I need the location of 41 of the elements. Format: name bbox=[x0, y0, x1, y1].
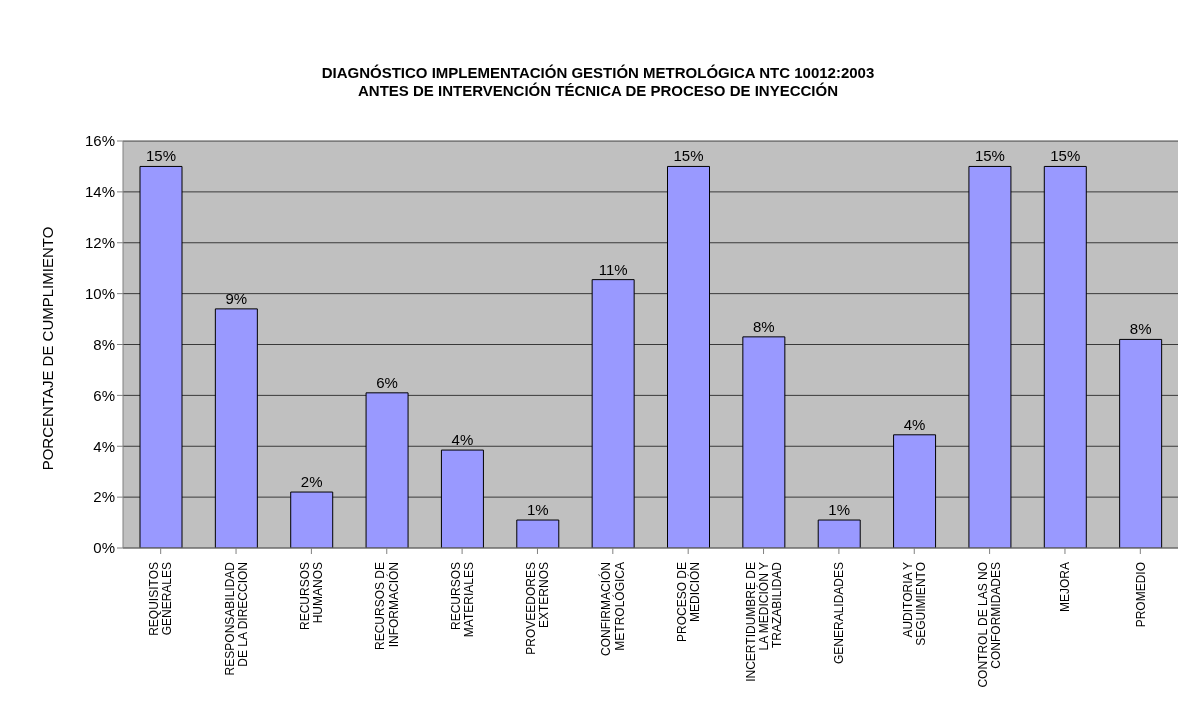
data-label: 6% bbox=[376, 373, 398, 391]
y-tick-label: 8% bbox=[93, 335, 115, 353]
data-label: 4% bbox=[451, 431, 474, 449]
x-tick-label: PROCESO DE MEDICIÓN bbox=[674, 562, 702, 643]
y-axis-title: PORCENTAJE DE CUMPLIMIENTO bbox=[39, 226, 57, 470]
x-tick-label: PROMEDIO bbox=[1133, 562, 1148, 628]
x-tick-label: AUDITORIA Y SEGUIMIENTO bbox=[900, 562, 929, 646]
x-tick-label: RECURSOS MATERIALES bbox=[448, 562, 476, 638]
data-label: 1% bbox=[828, 501, 851, 519]
chart-title: DIAGNÓSTICO IMPLEMENTACIÓN GESTIÓN METROLÓGICA NTC 10012:2003 ANTES DE INTERVENCIÓN TÉCNICA DE PROCESO DE INYECCIÓN bbox=[320, 64, 876, 100]
y-tick-label: 2% bbox=[93, 488, 115, 506]
data-label: 11% bbox=[598, 260, 628, 278]
y-tick-label: 0% bbox=[93, 539, 115, 557]
data-label: 15% bbox=[673, 147, 704, 165]
x-tick-label: CONTROL DE LAS NO CONFORMIDADES bbox=[976, 562, 1004, 688]
y-tick-label: 6% bbox=[93, 386, 115, 404]
data-label: 9% bbox=[225, 289, 248, 307]
data-label: 4% bbox=[903, 415, 926, 433]
x-tick-label: PROVEEDORES EXTERNOS bbox=[524, 562, 552, 655]
data-label: 15% bbox=[974, 147, 1005, 165]
data-label: 8% bbox=[1129, 320, 1152, 338]
bar bbox=[516, 519, 560, 548]
data-label: 15% bbox=[145, 147, 177, 165]
data-label: 15% bbox=[1050, 147, 1081, 165]
bar bbox=[817, 519, 861, 548]
y-tick-label: 16% bbox=[84, 132, 115, 150]
data-label: 2% bbox=[300, 473, 323, 491]
x-tick-label: RECURSOS DE INFORMACIÓN bbox=[373, 562, 401, 651]
x-tick-label: INCERTIDUMBRE DE LA MEDICIÓN Y TRAZABILIDAD bbox=[743, 561, 784, 682]
y-tick-label: 14% bbox=[84, 183, 115, 201]
y-tick-label: 4% bbox=[93, 437, 115, 455]
x-tick-label: RESPONSABILIDAD DE LA DIRECCION bbox=[222, 561, 250, 676]
data-label: 8% bbox=[753, 317, 775, 335]
x-tick-label: CONFIRMACIÓN METROLÓGICA bbox=[598, 562, 627, 656]
x-tick-label: REQUISITOS GENERALES bbox=[147, 562, 175, 636]
y-tick-label: 12% bbox=[84, 234, 115, 252]
data-label: 1% bbox=[526, 501, 549, 519]
x-tick-label: MEJORA bbox=[1058, 562, 1073, 613]
x-tick-label: RECURSOS HUMANOS bbox=[297, 562, 326, 631]
x-tick-label: GENERALIDADES bbox=[832, 562, 847, 665]
y-tick-label: 10% bbox=[84, 284, 115, 302]
